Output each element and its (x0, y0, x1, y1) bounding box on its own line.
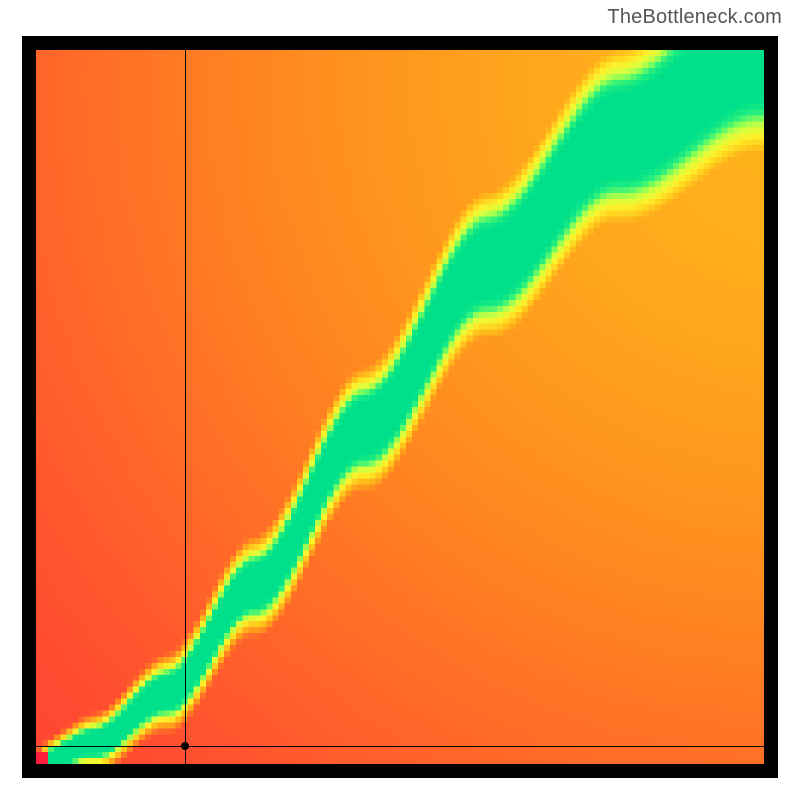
bottleneck-heatmap (36, 50, 764, 764)
crosshair-horizontal (36, 746, 764, 747)
plot-frame (22, 36, 778, 778)
plot-area (36, 50, 764, 764)
watermark-text: TheBottleneck.com (607, 6, 782, 29)
figure-root: TheBottleneck.com (0, 0, 800, 800)
crosshair-vertical (185, 50, 186, 764)
